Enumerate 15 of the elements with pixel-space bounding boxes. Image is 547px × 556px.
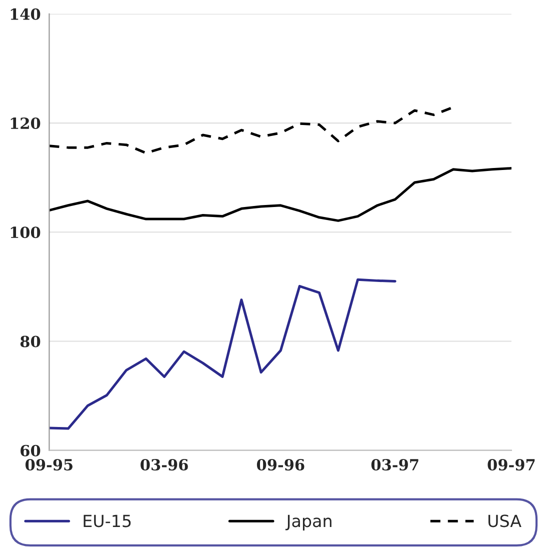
line-series [49,167,512,222]
x-tick-label: 03-97 [371,458,418,471]
y-tick-label: 140 [10,8,40,20]
y-tick-label: 120 [10,117,40,130]
legend-label: Japan [285,514,332,530]
legend-label: USA [488,514,522,528]
y-tick-label: 60 [20,444,40,456]
y-tick-label: 100 [10,226,40,238]
legend-label: EU-15 [84,514,131,528]
y-tick-label: 80 [20,336,40,348]
line-series [49,278,396,430]
x-tick-label: 09-96 [256,458,304,471]
x-tick-label: 09-95 [26,458,73,471]
x-tick-label: 09-97 [488,458,535,471]
x-tick-label: 03-96 [140,458,188,471]
